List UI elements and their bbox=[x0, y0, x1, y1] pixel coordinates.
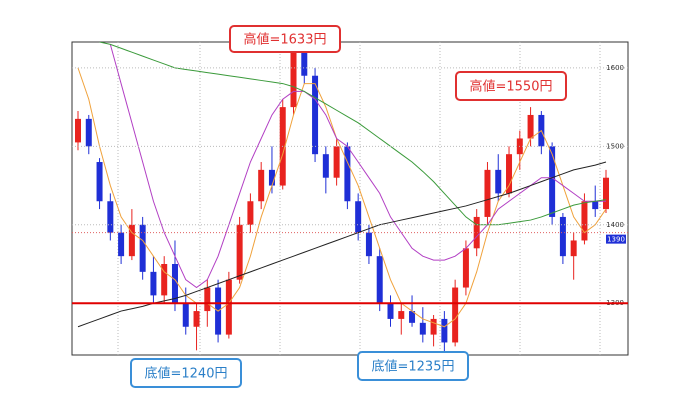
candle-body bbox=[570, 240, 577, 257]
candle-body bbox=[118, 232, 125, 257]
moving-average-line bbox=[99, 42, 607, 226]
candle-body bbox=[495, 169, 502, 194]
candle-body bbox=[506, 154, 513, 194]
y-tick-label: 1400 bbox=[606, 221, 624, 229]
candle-body bbox=[419, 322, 426, 335]
moving-average-line bbox=[77, 161, 607, 328]
candle-body bbox=[268, 169, 275, 186]
candle-body bbox=[290, 52, 297, 108]
candle-body bbox=[549, 146, 556, 217]
candle-body bbox=[204, 287, 211, 312]
candle-body bbox=[193, 311, 200, 327]
candle-body bbox=[322, 154, 329, 178]
candle-body bbox=[301, 52, 308, 76]
candle-body bbox=[527, 114, 534, 139]
candle-body bbox=[462, 248, 469, 288]
candle-body bbox=[592, 201, 599, 210]
annotation-high-1: 高値=1633円 bbox=[229, 25, 341, 53]
candle-body bbox=[484, 169, 491, 217]
candle-body bbox=[441, 318, 448, 343]
moving-average-line bbox=[109, 44, 606, 289]
candle-body bbox=[258, 169, 265, 202]
moving-average-line bbox=[77, 67, 607, 328]
candle-body bbox=[139, 224, 146, 272]
candle-body bbox=[409, 311, 416, 323]
candle-body bbox=[75, 118, 81, 143]
candle-body bbox=[344, 146, 351, 202]
price-label-box bbox=[606, 234, 626, 244]
annotation-low-1: 底値=1240円 bbox=[130, 358, 242, 388]
candle-body bbox=[85, 118, 92, 147]
candle-body bbox=[161, 264, 168, 296]
candle-body bbox=[96, 162, 103, 202]
candle-body bbox=[312, 75, 319, 155]
y-tick-label: 1500 bbox=[606, 142, 624, 150]
candle-body bbox=[333, 146, 340, 178]
candle-body bbox=[559, 216, 566, 257]
candle-body bbox=[452, 287, 459, 343]
candle-body bbox=[225, 279, 232, 335]
candle-body bbox=[398, 311, 405, 319]
y-tick-label: 1600 bbox=[606, 64, 624, 72]
candle-body bbox=[247, 201, 254, 225]
candle-body bbox=[603, 177, 609, 210]
annotation-text: 高値=1633円 bbox=[244, 32, 327, 48]
candle-body bbox=[236, 224, 243, 280]
annotation-text: 底値=1240円 bbox=[145, 366, 228, 382]
price-label: 1390 bbox=[607, 236, 625, 244]
vertical-grid bbox=[117, 42, 601, 355]
candle-body bbox=[581, 201, 588, 241]
candle-body bbox=[376, 256, 383, 304]
candle-body bbox=[171, 264, 178, 304]
candle-body bbox=[430, 318, 437, 335]
candle-body bbox=[473, 216, 480, 249]
candle-body bbox=[128, 224, 135, 257]
candle-body bbox=[107, 201, 114, 233]
annotation-high-2: 高値=1550円 bbox=[455, 71, 567, 101]
candle-body bbox=[387, 303, 394, 319]
candle-body bbox=[182, 303, 189, 327]
annotation-text: 高値=1550円 bbox=[470, 79, 553, 95]
annotation-low-2: 底値=1235円 bbox=[357, 351, 469, 381]
candle-body bbox=[150, 271, 157, 296]
candle-body bbox=[355, 201, 362, 233]
candle-body bbox=[365, 232, 372, 257]
annotation-text: 底値=1235円 bbox=[372, 359, 455, 375]
